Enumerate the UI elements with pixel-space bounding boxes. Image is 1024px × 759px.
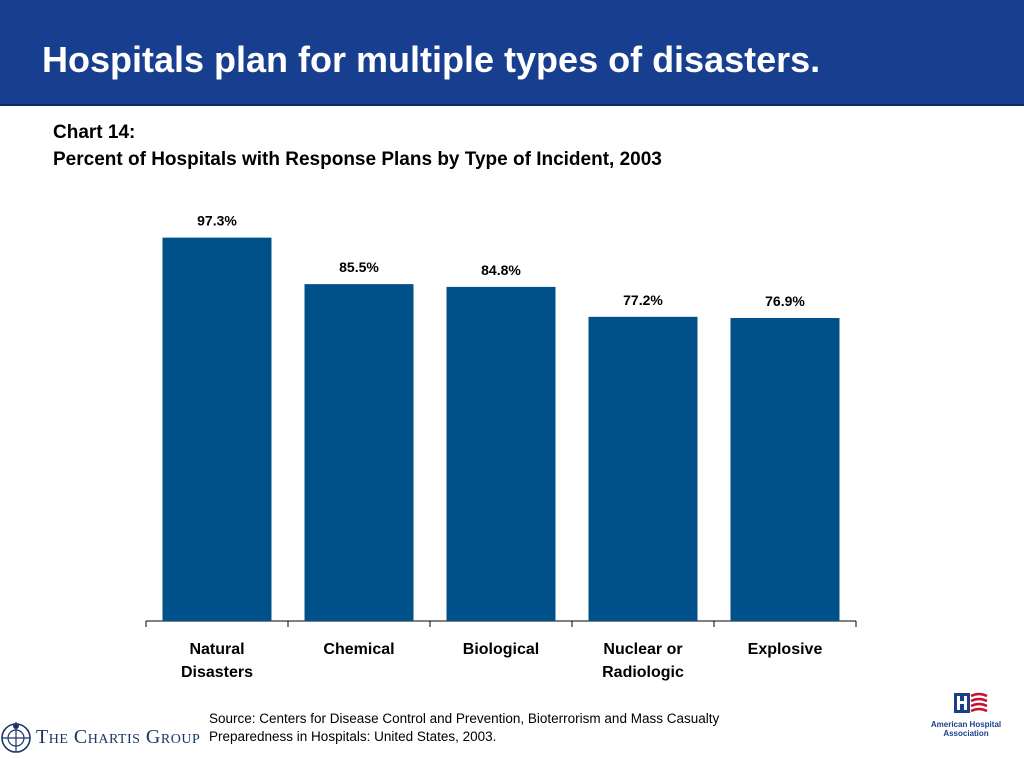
category-label-4: Explosive [748,641,823,658]
category-label-1: Chemical [323,641,394,658]
category-label-3: Radiologic [602,664,684,681]
aha-logo-text: American Hospital Association [918,720,1014,738]
data-label-0: 97.3% [197,213,237,229]
aha-emblem-icon [954,692,988,713]
bar-1 [304,284,414,621]
data-label-3: 77.2% [623,292,663,308]
bar-0 [162,237,272,621]
chartis-emblem-icon [1,722,31,753]
slide-title: Hospitals plan for multiple types of dis… [42,39,821,80]
category-label-0: Natural [189,641,244,658]
bar-3 [588,316,698,621]
data-label-1: 85.5% [339,259,379,275]
title-banner: Hospitals plan for multiple types of dis… [0,0,1024,106]
bar-4 [730,318,840,621]
data-label-2: 84.8% [481,262,521,278]
aha-text-line-2: Association [943,729,989,738]
source-note: Source: Centers for Disease Control and … [209,710,829,746]
category-label-2: Biological [463,641,539,658]
chartis-logo-text: The Chartis Group [36,726,201,748]
chart-number: Chart 14: [53,122,136,143]
bar-chart: 97.3% Natural Disasters 85.5% Chemical 84.8% B… [145,213,857,681]
source-line-2: Preparedness in Hospitals: United States… [209,729,497,744]
source-line-1: Source: Centers for Disease Control and … [209,711,720,726]
chart-heading: Chart 14: Percent of Hospitals with Resp… [53,119,662,173]
aha-logo: American Hospital Association [918,690,1014,752]
bar-2 [446,286,556,621]
aha-text-line-1: American Hospital [930,720,1002,729]
category-label-3: Nuclear or [603,641,682,658]
chart-caption: Percent of Hospitals with Response Plans… [53,149,662,170]
data-label-4: 76.9% [765,293,805,309]
chartis-logo: The Chartis Group [0,716,200,754]
category-label-0: Disasters [181,664,253,681]
